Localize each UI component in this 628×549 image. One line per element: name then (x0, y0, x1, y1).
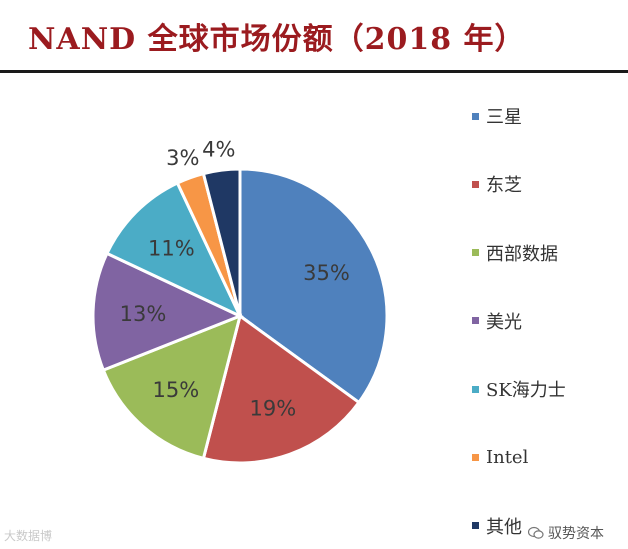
wechat-icon (527, 526, 544, 540)
data-label-5: 3% (166, 146, 199, 170)
data-label-0: 35% (303, 261, 350, 285)
legend-label-0: 三星 (486, 107, 522, 128)
legend-swatch-2 (472, 249, 479, 257)
legend-item-2: 西部数据 (472, 241, 558, 265)
watermark-left: 大数据博 (4, 529, 53, 543)
legend-item-1: 东芝 (472, 172, 522, 196)
legend-item-3: 美光 (472, 309, 522, 333)
pie-slice-6 (201, 167, 242, 317)
chart-title: NAND 全球市场份额（2018 年） (28, 22, 526, 57)
pie-slice-3 (91, 251, 244, 373)
data-label-1: 19% (250, 396, 297, 420)
data-label-6: 4% (202, 137, 235, 161)
legend-swatch-6 (472, 522, 479, 530)
data-label-2: 15% (152, 378, 199, 402)
data-label-4: 11% (148, 236, 195, 260)
pie-slice-4 (104, 180, 244, 320)
legend-item-5: Intel (472, 446, 528, 470)
watermark-right: 驭势资本 (527, 523, 604, 543)
legend-swatch-1 (472, 180, 479, 188)
legend-item-4: SK海力士 (472, 377, 566, 401)
pie-slice-2 (101, 313, 243, 461)
watermark-right-text: 驭势资本 (548, 526, 604, 542)
legend-label-1: 东芝 (486, 175, 522, 197)
legend-item-0: 三星 (472, 104, 522, 128)
data-label-3: 13% (120, 302, 167, 326)
legend-label-4: SK海力士 (486, 380, 566, 402)
legend-item-6: 其他 (472, 514, 522, 538)
legend-label-6: 其他 (486, 516, 522, 538)
title-divider (0, 70, 628, 73)
legend-label-5: Intel (486, 447, 529, 468)
pie-slice-1 (201, 313, 362, 465)
legend-swatch-0 (472, 112, 479, 120)
legend-label-2: 西部数据 (486, 243, 558, 265)
legend-swatch-3 (472, 317, 479, 325)
legend-swatch-4 (472, 385, 479, 393)
pie-slice-0 (238, 167, 389, 405)
legend-label-3: 美光 (486, 311, 522, 333)
legend-swatch-5 (472, 454, 479, 461)
